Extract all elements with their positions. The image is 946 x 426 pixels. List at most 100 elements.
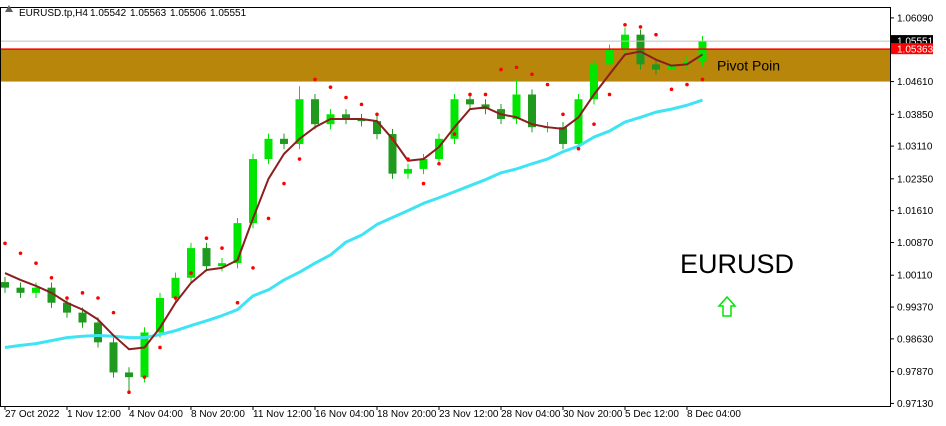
- sar-dot: [142, 375, 147, 379]
- x-tick-label: 1 Nov 12:00: [67, 409, 121, 420]
- sar-dot: [685, 82, 689, 87]
- sar-dot: [18, 251, 23, 256]
- moving-average-line: [4, 98, 703, 349]
- x-tick-label: 28 Nov 04:00: [501, 409, 561, 420]
- high-value: 1.05563: [130, 8, 167, 19]
- candle-body: [233, 223, 242, 264]
- sar-dot: [359, 102, 364, 107]
- sar-dot: [700, 77, 705, 82]
- symbol-annotation: EURUSD: [680, 249, 794, 279]
- x-tick-label: 4 Nov 04:00: [129, 409, 183, 420]
- sar-dot: [235, 300, 240, 305]
- candle-body: [171, 277, 180, 299]
- y-tick-label: 0.97130: [897, 399, 934, 410]
- open-value: 1.05542: [90, 8, 127, 19]
- sar-dot: [266, 216, 271, 221]
- candle-body: [373, 121, 381, 135]
- price-box: [891, 43, 933, 55]
- candle-body: [512, 94, 521, 120]
- candle-body: [652, 64, 660, 70]
- candle-body: [528, 94, 536, 128]
- y-tick-label: 1.01610: [897, 206, 934, 217]
- sar-dot: [158, 345, 162, 350]
- sar-dot: [313, 77, 317, 82]
- price-label: 1.05363: [897, 45, 934, 56]
- sar-dot: [34, 261, 38, 265]
- sar-dot: [204, 236, 209, 240]
- candle-body: [125, 372, 133, 378]
- moving-average-line: [4, 50, 704, 351]
- candle-body: [156, 298, 164, 333]
- candle-body: [388, 134, 397, 174]
- candle-body: [295, 99, 304, 144]
- sar-dot: [251, 266, 255, 270]
- sar-dot: [592, 122, 596, 126]
- candle-body: [683, 61, 691, 65]
- sar-dot: [65, 296, 69, 300]
- y-tick-label: 1.00870: [897, 238, 934, 249]
- sar-dot: [623, 22, 627, 27]
- sar-dot: [576, 146, 581, 151]
- sar-dot: [499, 67, 503, 72]
- sar-dot: [561, 112, 565, 117]
- candle-body: [435, 138, 443, 160]
- y-tick-label: 0.97870: [897, 367, 934, 378]
- sar-dot: [654, 32, 658, 37]
- symbol-label: EURUSD.tp,H4: [19, 8, 88, 19]
- sar-dot: [344, 95, 348, 100]
- sar-dot: [111, 310, 116, 315]
- sar-dot: [421, 181, 426, 186]
- candle-body: [559, 127, 567, 144]
- sar-dot: [220, 246, 224, 250]
- sar-dot: [328, 85, 333, 89]
- x-tick-label: 11 Nov 12:00: [253, 409, 312, 420]
- sar-dot: [483, 92, 488, 97]
- pivot-zone: [1, 49, 890, 82]
- sar-dot: [189, 271, 193, 275]
- candle-body: [311, 99, 319, 125]
- close-value: 1.05551: [210, 8, 247, 19]
- candle-body: [357, 119, 366, 122]
- x-tick-label: 23 Nov 12:00: [439, 409, 499, 420]
- candle-body: [249, 159, 257, 224]
- low-value: 1.05506: [170, 8, 207, 19]
- sar-dot: [390, 137, 395, 141]
- sar-dot: [127, 390, 131, 395]
- y-tick-label: 1.04610: [897, 77, 934, 88]
- candle-body: [280, 138, 288, 144]
- candle-body: [574, 99, 583, 144]
- candle-body: [404, 168, 412, 174]
- x-tick-label: 27 Oct 2022: [5, 409, 60, 420]
- candle-body: [32, 287, 40, 293]
- x-tick-label: 5 Dec 12:00: [625, 409, 679, 420]
- sar-dot: [173, 296, 178, 300]
- y-tick-label: 1.06090: [897, 13, 934, 24]
- candle-body: [466, 99, 474, 105]
- sar-dot: [297, 157, 302, 161]
- sar-dot: [607, 92, 612, 97]
- sar-dot: [545, 82, 550, 87]
- candle-body: [140, 332, 149, 378]
- candle-body: [63, 302, 71, 313]
- candle-body: [450, 99, 459, 139]
- candle-body: [342, 114, 350, 120]
- x-tick-label: 18 Nov 20:00: [377, 409, 437, 420]
- y-tick-label: 0.98630: [897, 334, 934, 345]
- plot-layer: Pivot Poin: [1, 22, 890, 395]
- candle-body: [78, 312, 87, 323]
- sar-dot: [406, 157, 410, 161]
- sar-dot: [80, 291, 85, 295]
- sar-dot: [437, 161, 441, 166]
- sar-dot: [49, 275, 54, 280]
- candle-body: [218, 263, 226, 267]
- sar-dot: [452, 132, 457, 136]
- x-tick-label: 16 Nov 04:00: [315, 409, 375, 420]
- candle-body: [698, 41, 707, 62]
- zone-label: Pivot Poin: [717, 57, 780, 73]
- candle-body: [94, 322, 102, 343]
- sar-dot: [3, 241, 7, 246]
- candle-body: [419, 159, 428, 169]
- y-tick-label: 1.03850: [897, 110, 934, 121]
- candle-body: [667, 64, 676, 70]
